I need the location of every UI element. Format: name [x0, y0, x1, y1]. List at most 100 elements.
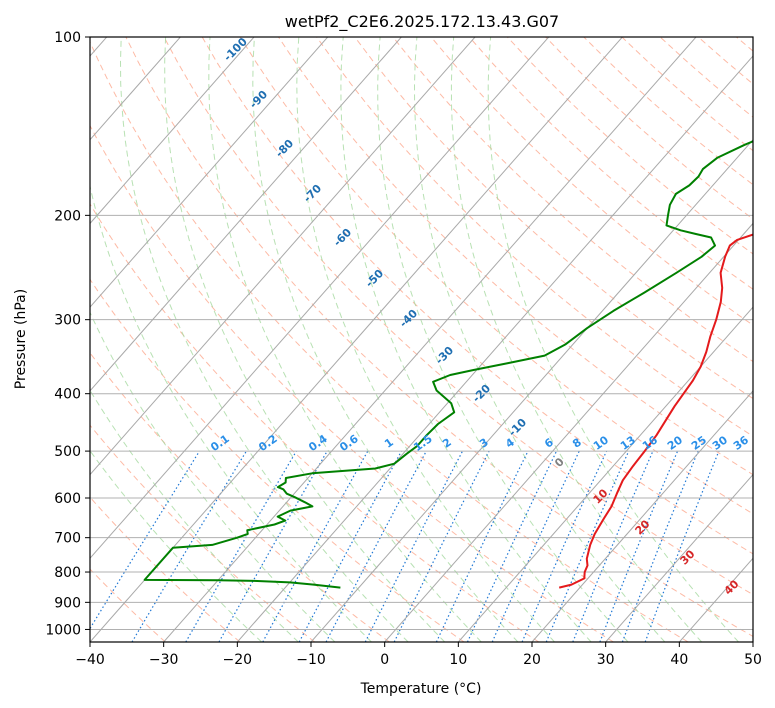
- mixing-ratio-label: 20: [665, 433, 685, 453]
- dry-adiabat: [354, 37, 753, 400]
- dry-adiabat: [90, 40, 689, 642]
- isotherm-line: [90, 37, 476, 476]
- isotherm-line: [678, 557, 753, 642]
- x-tick-label: −40: [75, 652, 105, 668]
- isotherm-line: [90, 37, 550, 560]
- x-tick-label: −10: [296, 652, 326, 668]
- mixing-ratio-line: [262, 450, 369, 642]
- moist-adiabat: [90, 183, 372, 642]
- dry-adiabat: [90, 568, 166, 642]
- moist-adiabat-label: 30: [678, 547, 698, 567]
- isotherm-line: [90, 37, 624, 642]
- mixing-ratio-line: [325, 450, 427, 642]
- dry-adiabat: [697, 37, 753, 85]
- mixing-ratio-line: [572, 450, 654, 642]
- moist-adiabat: [252, 37, 519, 642]
- dry-adiabat: [90, 496, 241, 642]
- isotherm-label: -90: [247, 88, 270, 111]
- moist-adiabat: [119, 37, 409, 642]
- isotherm-line: [384, 222, 753, 642]
- moist-adiabat-label: 20: [633, 517, 653, 537]
- dry-adiabat: [392, 37, 753, 363]
- mixing-ratio-label: 8: [570, 436, 584, 451]
- x-tick-label: −30: [149, 652, 179, 668]
- dry-adiabat: [430, 37, 753, 326]
- mixing-ratio-line: [545, 450, 630, 642]
- mixing-ratio-label: 13: [618, 433, 638, 452]
- chart-title: wetPf2_C2E6.2025.172.13.43.G07: [285, 12, 559, 32]
- dry-adiabat: [125, 37, 753, 638]
- dry-adiabat: [163, 37, 753, 596]
- isotherm-line: [90, 37, 329, 308]
- skewed-isotherms: [90, 37, 753, 642]
- mixing-ratio-line: [218, 450, 328, 642]
- y-tick-label: 100: [54, 30, 81, 46]
- dry-adiabat: [316, 37, 753, 437]
- dry-adiabat: [239, 37, 753, 515]
- isotherm-line: [531, 390, 753, 642]
- x-axis-title: Temperature (°C): [360, 681, 482, 697]
- moist-adiabat: [413, 37, 666, 642]
- isotherm-label: -80: [273, 137, 296, 160]
- y-tick-label: 700: [54, 531, 81, 547]
- mixing-ratio-line: [435, 450, 529, 642]
- mixing-ratio-line: [298, 450, 403, 642]
- dry-adiabat: [90, 124, 614, 642]
- y-axis-title: Pressure (hPa): [13, 289, 29, 389]
- mixing-ratio-line: [393, 450, 490, 642]
- isotherm-line: [310, 138, 753, 642]
- isotherm-label: -10: [506, 416, 529, 439]
- dry-adiabat: [621, 37, 753, 152]
- mixing-ratio-line: [599, 450, 679, 642]
- plot-frame: [89, 36, 754, 643]
- mixing-ratio-label: 6: [542, 435, 556, 450]
- mixing-ratio-label: 36: [731, 433, 751, 453]
- isotherm-line: [605, 473, 753, 642]
- y-axis: 100 200 300 400 500 600 700 800 900 1000: [45, 30, 90, 638]
- background-lines: [90, 37, 753, 642]
- x-tick-label: 0: [380, 652, 389, 668]
- dry-adiabat: [90, 352, 390, 642]
- dry-adiabat: [201, 37, 753, 555]
- mixing-ratio-line: [621, 450, 699, 642]
- isotherm-line: [90, 37, 182, 141]
- x-tick-label: 40: [670, 652, 688, 668]
- y-tick-label: 200: [54, 208, 81, 224]
- profile-series: [143, 140, 753, 589]
- isotherm-line: [163, 37, 697, 642]
- x-tick-label: 10: [449, 652, 467, 668]
- isotherm-label: -20: [470, 382, 493, 405]
- dry-adiabat: [90, 424, 316, 642]
- moist-adiabat-label: 40: [722, 577, 742, 597]
- mixing-ratio-label: 25: [689, 433, 709, 452]
- mixing-ratio-line: [90, 450, 201, 630]
- x-axis: −40 −30 −20 −10 0 10 20 30 40 50: [75, 642, 762, 668]
- moist-adiabat: [487, 37, 739, 642]
- isotherm-line: [752, 641, 753, 642]
- dry-adiabat: [90, 278, 465, 642]
- moist-adiabat-label: 10: [591, 486, 611, 506]
- moist-adiabat: [296, 37, 555, 642]
- x-tick-label: 20: [523, 652, 541, 668]
- mixing-ratio-label: 3: [477, 436, 491, 451]
- y-tick-label: 400: [54, 387, 81, 403]
- mixing-ratio-label: 1: [382, 436, 396, 451]
- y-tick-label: 800: [54, 565, 81, 581]
- x-tick-label: −20: [223, 652, 253, 668]
- moist-adiabat: [450, 37, 703, 642]
- mixing-ratio-line: [491, 450, 580, 642]
- y-tick-label: 300: [54, 313, 81, 329]
- isotherm-line: [457, 306, 753, 642]
- mixing-ratio-label: 2: [440, 436, 454, 451]
- isotherm-line: [90, 37, 403, 392]
- isotherm-label: -100: [221, 35, 250, 64]
- isotherm-label: -60: [331, 226, 354, 249]
- dry-adiabat: [90, 203, 540, 642]
- y-tick-label: 1000: [45, 622, 81, 638]
- y-tick-label: 600: [54, 491, 81, 507]
- moist-adiabat-label: 0: [552, 455, 567, 470]
- mixing-ratio-line: [364, 450, 464, 642]
- y-tick-label: 900: [54, 595, 81, 611]
- isotherm-line: [90, 37, 255, 225]
